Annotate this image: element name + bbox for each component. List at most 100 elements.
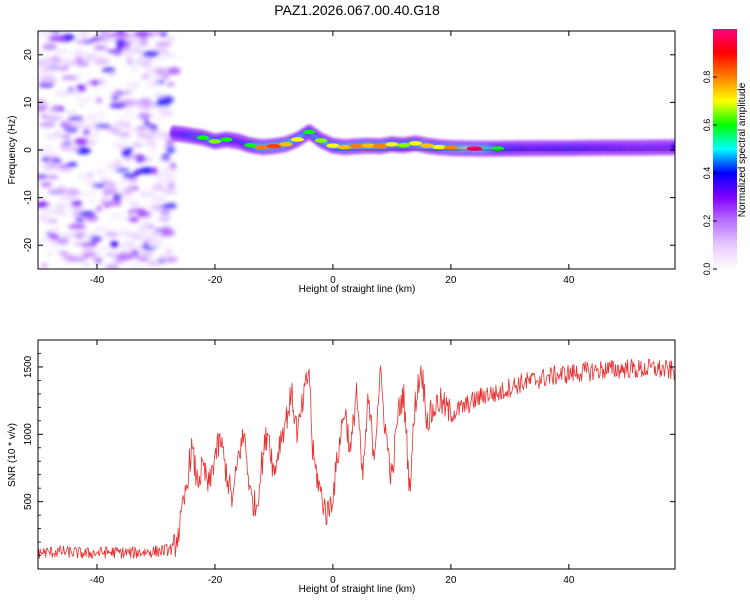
snr-frame bbox=[37, 339, 676, 570]
snr-xtick-label: 40 bbox=[563, 575, 575, 586]
heatmap-noise-blob bbox=[145, 202, 160, 208]
heatmap-noise-blob bbox=[40, 182, 52, 188]
heatmap-noise-blob bbox=[48, 188, 65, 193]
heatmap-ridge-peak bbox=[244, 143, 257, 148]
heatmap-noise-blob bbox=[105, 125, 117, 132]
heatmap-ridge-peak bbox=[326, 143, 340, 148]
heatmap-ylabel: Frequency (Hz) bbox=[7, 116, 18, 185]
heatmap-noise-blob bbox=[144, 141, 158, 146]
heatmap-noise-blob bbox=[165, 36, 176, 41]
heatmap-noise-blob bbox=[150, 76, 158, 82]
heatmap-noise-blob bbox=[38, 203, 45, 208]
heatmap-noise-blob bbox=[136, 210, 152, 218]
snr-xlabel: Height of straight line (km) bbox=[299, 584, 416, 595]
heatmap-noise-blob bbox=[99, 79, 106, 83]
colorbar-label: Normalized spectral amplitude bbox=[737, 82, 748, 217]
heatmap-noise-blob bbox=[38, 32, 44, 38]
heatmap-noise-blob bbox=[140, 57, 155, 64]
heatmap-noise-blob bbox=[38, 173, 49, 180]
heatmap-noise-blob bbox=[125, 87, 133, 92]
heatmap-noise-blob bbox=[96, 205, 103, 212]
heatmap-noise-blob bbox=[82, 250, 97, 259]
snr-xtick-label: 0 bbox=[330, 575, 336, 586]
heatmap-noise-blob bbox=[90, 235, 103, 243]
colorbar-tick-label: 0.6 bbox=[702, 119, 712, 132]
heatmap-noise-blob bbox=[145, 135, 155, 140]
heatmap-noise-blob bbox=[86, 114, 97, 122]
heatmap-noise-blob bbox=[157, 214, 173, 219]
heatmap-noise-blob bbox=[128, 200, 139, 207]
heatmap-ridge-peak bbox=[385, 142, 399, 147]
snr-ylabel: SNR (10 * v/v) bbox=[7, 423, 18, 487]
heatmap-noise-blob bbox=[39, 66, 57, 72]
heatmap-noise-blob bbox=[54, 90, 69, 97]
heatmap-noise-blob bbox=[139, 222, 154, 229]
heatmap-noise-blob bbox=[75, 147, 91, 155]
heatmap-ridge-peak bbox=[397, 143, 411, 148]
heatmap-noise-blob bbox=[54, 204, 65, 209]
heatmap-noise-blob bbox=[98, 81, 107, 87]
heatmap-noise-blob bbox=[117, 252, 133, 261]
snr-xtick-label: -20 bbox=[208, 575, 223, 586]
heatmap-noise-blob bbox=[71, 50, 86, 56]
heatmap-noise-blob bbox=[121, 176, 129, 183]
heatmap-noise-blob bbox=[40, 218, 57, 224]
heatmap-noise-blob bbox=[121, 47, 132, 52]
heatmap-noise-blob bbox=[155, 42, 172, 46]
heatmap-noise-blob bbox=[101, 67, 116, 73]
heatmap-noise-blob bbox=[134, 154, 146, 163]
heatmap-noise-blob bbox=[71, 204, 84, 213]
heatmap-noise-blob bbox=[99, 31, 109, 35]
heatmap-noise-blob bbox=[156, 157, 175, 162]
heatmap-noise-blob bbox=[156, 217, 165, 223]
heatmap-noise-blob bbox=[137, 245, 144, 250]
heatmap-noise-blob bbox=[128, 216, 139, 223]
heatmap-ridge-peak bbox=[314, 138, 328, 143]
heatmap-noise-blob bbox=[154, 117, 162, 122]
heatmap-noise-blob bbox=[64, 122, 83, 129]
heatmap-noise-blob bbox=[47, 174, 59, 180]
snr-xtick-label: -40 bbox=[90, 575, 105, 586]
heatmap-noise-blob bbox=[74, 216, 85, 223]
heatmap-noise-blob bbox=[57, 250, 69, 256]
heatmap-noise-blob bbox=[146, 81, 160, 89]
heatmap-ridge-peak bbox=[420, 143, 435, 148]
heatmap-noise-blob bbox=[76, 84, 83, 92]
heatmap-noise-blob bbox=[162, 188, 177, 195]
heatmap-noise-blob bbox=[117, 124, 125, 128]
heatmap-ridge-peak bbox=[266, 144, 282, 149]
heatmap-noise-blob bbox=[129, 49, 146, 55]
heatmap-noise-blob bbox=[44, 108, 61, 117]
heatmap-noise-blob bbox=[96, 245, 111, 253]
heatmap-noise-blob bbox=[159, 252, 169, 260]
heatmap-noise-blob bbox=[59, 195, 77, 200]
heatmap-noise-blob bbox=[50, 240, 58, 248]
heatmap-noise-blob bbox=[45, 159, 55, 167]
snr-line bbox=[38, 358, 675, 559]
heatmap-ticks: -40 -20 0 20 40 -20 -10 0 10 20 bbox=[23, 31, 675, 286]
heatmap-ytick-label: 20 bbox=[23, 49, 34, 61]
heatmap-noise-blob bbox=[83, 82, 93, 87]
heatmap-noise-blob bbox=[91, 183, 105, 189]
heatmap-noise-blob bbox=[64, 258, 75, 262]
heatmap-noise-blob bbox=[94, 225, 106, 232]
heatmap-noise-blob bbox=[107, 71, 117, 77]
heatmap-noise-blob bbox=[122, 173, 138, 179]
heatmap-noise-blob bbox=[61, 146, 80, 151]
heatmap-noise-blob bbox=[74, 120, 86, 124]
heatmap-noise-blob bbox=[93, 120, 104, 124]
heatmap-ridge-peak bbox=[278, 142, 293, 147]
heatmap-noise-blob bbox=[147, 259, 164, 266]
colorbar-tick-label: 0.4 bbox=[702, 167, 712, 180]
heatmap-noise-blob bbox=[82, 128, 91, 136]
heatmap-noise-blob bbox=[41, 58, 57, 62]
heatmap-ridge-inner bbox=[670, 144, 675, 151]
heatmap-noise-blob bbox=[80, 34, 87, 42]
heatmap-noise-blob bbox=[108, 199, 122, 207]
heatmap-noise-blob bbox=[85, 214, 98, 222]
heatmap-noise-blob bbox=[38, 98, 46, 103]
heatmap-noise-blob bbox=[73, 73, 86, 78]
heatmap-noise-blob bbox=[48, 35, 66, 42]
heatmap-noise-blob bbox=[66, 162, 78, 167]
